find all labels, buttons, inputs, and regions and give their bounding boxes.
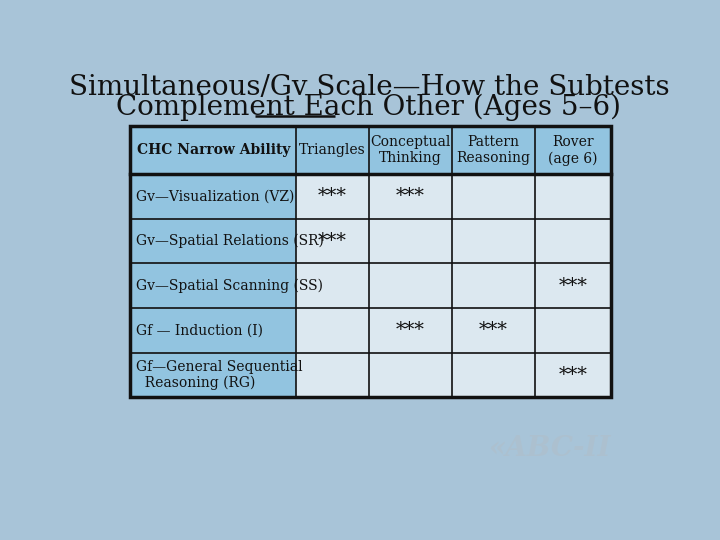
Text: Simultaneous/Gv Scale—How the Subtests: Simultaneous/Gv Scale—How the Subtests [68, 75, 670, 102]
Bar [130, 264, 297, 308]
Text: Conceptual
Thinking: Conceptual Thinking [370, 135, 451, 165]
Bar [130, 353, 297, 397]
Bar [535, 219, 611, 264]
Bar [369, 264, 452, 308]
Text: Gv—Spatial Scanning (SS): Gv—Spatial Scanning (SS) [136, 279, 323, 293]
Text: Triangles: Triangles [300, 143, 366, 157]
Bar [297, 174, 369, 219]
Text: «ABC-II: «ABC-II [488, 435, 611, 462]
Bar [452, 308, 535, 353]
Text: Gv—Visualization (VZ): Gv—Visualization (VZ) [136, 190, 294, 204]
Bar [297, 308, 369, 353]
Bar [452, 174, 535, 219]
Text: Pattern
Reasoning: Pattern Reasoning [456, 135, 531, 165]
Text: Gf — Induction (I): Gf — Induction (I) [136, 323, 263, 338]
Bar [297, 219, 369, 264]
Bar [535, 126, 611, 174]
Bar [369, 126, 452, 174]
Text: ***: *** [318, 232, 347, 250]
Text: ***: *** [479, 321, 508, 340]
Bar [130, 308, 297, 353]
Bar [369, 174, 452, 219]
Bar [452, 264, 535, 308]
Bar [130, 174, 297, 219]
Text: ***: *** [396, 321, 425, 340]
Bar [452, 219, 535, 264]
Text: Gv—Spatial Relations (SR): Gv—Spatial Relations (SR) [136, 234, 323, 248]
Bar [535, 174, 611, 219]
Bar [535, 308, 611, 353]
Bar [297, 264, 369, 308]
Bar [130, 219, 297, 264]
Text: CHC Narrow Ability: CHC Narrow Ability [137, 143, 290, 157]
Text: Complement Each Other (Ages 5–6): Complement Each Other (Ages 5–6) [117, 93, 621, 121]
Bar [297, 353, 369, 397]
Bar [369, 353, 452, 397]
Bar [452, 353, 535, 397]
Text: Gf—General Sequential
  Reasoning (RG): Gf—General Sequential Reasoning (RG) [136, 360, 302, 390]
Bar [452, 126, 535, 174]
Text: ***: *** [396, 187, 425, 206]
Bar [369, 219, 452, 264]
Text: ***: *** [559, 277, 588, 295]
Text: ***: *** [318, 187, 347, 206]
Bar [535, 353, 611, 397]
Text: Rover
(age 6): Rover (age 6) [548, 135, 598, 166]
Text: ***: *** [559, 366, 588, 384]
Bar [297, 126, 369, 174]
Bar [369, 308, 452, 353]
Bar [535, 264, 611, 308]
Bar [130, 126, 611, 397]
Bar [130, 126, 297, 174]
